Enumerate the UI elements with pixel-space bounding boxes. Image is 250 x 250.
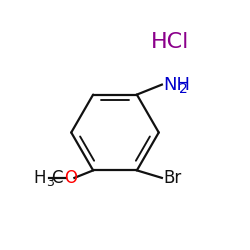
Text: O: O xyxy=(64,169,77,187)
Text: HCl: HCl xyxy=(151,32,189,52)
Text: Br: Br xyxy=(163,169,182,187)
Text: 2: 2 xyxy=(180,82,188,96)
Text: C: C xyxy=(51,169,62,187)
Text: 3: 3 xyxy=(46,176,54,189)
Text: NH: NH xyxy=(163,76,190,94)
Text: H: H xyxy=(33,169,46,187)
